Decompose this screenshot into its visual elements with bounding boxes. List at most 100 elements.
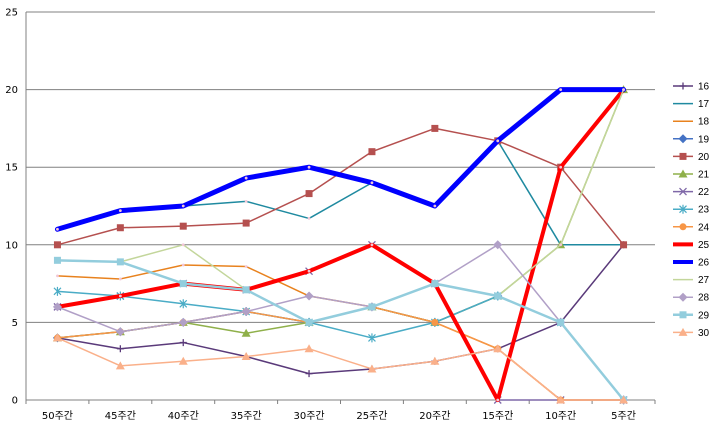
data-point-29	[242, 286, 250, 294]
series-line-29	[56, 259, 625, 402]
data-point-18	[56, 274, 59, 278]
data-point-16	[305, 370, 313, 378]
data-point-30	[115, 361, 125, 370]
legend-item-20: 20	[673, 152, 710, 163]
data-point-27	[181, 243, 185, 247]
series-27	[56, 88, 625, 324]
x-tick-label: 15주간	[482, 410, 513, 422]
legend-label: 21	[698, 170, 710, 181]
data-point-29	[305, 318, 313, 326]
legend-marker	[678, 292, 688, 302]
series-20	[53, 124, 628, 249]
series-line-27	[56, 88, 625, 324]
legend-label: 27	[698, 275, 710, 286]
data-point-29	[179, 280, 187, 288]
legend-item-22: 22	[673, 187, 710, 198]
data-point-20	[242, 219, 250, 227]
data-point-29	[116, 258, 124, 266]
legend-label: 19	[698, 134, 710, 145]
data-point-26	[496, 139, 500, 143]
data-point-21	[241, 328, 251, 337]
data-point-16	[116, 345, 124, 353]
x-tick-label: 20주간	[419, 410, 450, 422]
series-line-23	[56, 290, 625, 401]
legend-label: 25	[698, 240, 710, 251]
legend-item-19: 19	[673, 134, 710, 145]
series-line-30	[56, 337, 625, 401]
data-point-28	[241, 307, 251, 317]
legend-item-29: 29	[673, 310, 710, 321]
y-tick-label: 10	[5, 240, 18, 251]
x-tick-label: 45주간	[105, 410, 136, 422]
data-point-25	[118, 294, 122, 298]
legend-marker	[679, 187, 687, 196]
data-point-23	[368, 333, 376, 343]
data-point-26	[307, 165, 311, 169]
legend-marker	[679, 204, 687, 214]
data-point-16	[179, 339, 187, 347]
legend-item-26: 26	[673, 258, 710, 269]
legend-label: 22	[698, 187, 710, 198]
series-23	[53, 286, 628, 405]
data-point-30	[241, 352, 251, 361]
legend-marker	[679, 223, 687, 231]
legend-marker	[678, 134, 688, 144]
y-tick-label: 25	[5, 8, 18, 19]
legend-label: 23	[698, 205, 710, 216]
x-tick-label: 30주간	[293, 410, 324, 422]
data-point-29	[53, 256, 61, 264]
data-point-20	[116, 224, 124, 232]
data-point-30	[430, 356, 440, 365]
legend-marker	[679, 152, 687, 160]
series-17	[56, 139, 625, 247]
legend-marker	[679, 82, 687, 90]
data-point-30	[619, 395, 629, 404]
data-point-18	[244, 265, 248, 268]
data-point-28	[493, 240, 503, 250]
gridlines	[26, 11, 655, 323]
data-point-30	[493, 344, 503, 353]
data-point-26	[56, 227, 59, 231]
legend-label: 30	[698, 328, 710, 339]
data-point-26	[559, 88, 563, 91]
legend-label: 17	[698, 99, 710, 110]
data-point-27	[622, 88, 625, 91]
data-point-24	[431, 318, 439, 326]
data-point-23	[179, 299, 188, 309]
series-line-20	[56, 127, 625, 246]
data-point-17	[307, 217, 311, 220]
legend-label: 29	[698, 310, 710, 321]
legend-item-17: 17	[673, 99, 710, 110]
data-point-20	[53, 241, 61, 249]
legend-marker	[678, 169, 688, 178]
legend-marker	[678, 327, 688, 336]
data-point-30	[556, 395, 566, 404]
data-point-28	[304, 291, 314, 301]
legend-item-24: 24	[673, 222, 710, 233]
data-point-28	[115, 327, 125, 337]
data-point-18	[181, 263, 185, 267]
legend-label: 18	[698, 117, 710, 128]
series-line-24	[56, 306, 625, 401]
data-point-20	[620, 241, 628, 249]
legend: 16 17 18 19 20 21 22 23 24 25 26 27 28 29 30	[673, 82, 710, 339]
legend-label: 24	[698, 222, 710, 233]
legend-item-25: 25	[673, 240, 710, 251]
data-point-20	[368, 148, 376, 156]
legend-item-18: 18	[673, 117, 710, 128]
series-line-17	[56, 140, 625, 246]
series-26	[54, 87, 627, 232]
series-19	[52, 291, 629, 405]
data-point-25	[559, 165, 563, 169]
legend-item-16: 16	[673, 82, 710, 93]
data-point-30	[367, 364, 377, 373]
data-point-20	[305, 190, 313, 198]
series-30	[52, 333, 629, 404]
y-tick-label: 5	[12, 318, 18, 329]
series-line-26	[54, 87, 627, 232]
legend-label: 28	[698, 293, 710, 304]
x-tick-label: 5주간	[611, 410, 636, 422]
series-line-21	[56, 88, 625, 339]
data-point-29	[368, 303, 376, 311]
data-point-28	[178, 317, 188, 327]
